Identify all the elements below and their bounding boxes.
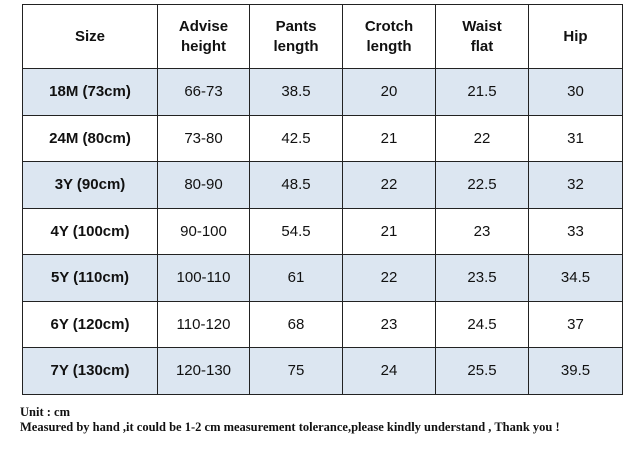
table-cell: 110-120 — [157, 300, 250, 348]
header-cell: Crotch length — [342, 4, 436, 69]
note-line: Unit : cm — [20, 405, 70, 419]
table-cell: 80-90 — [157, 161, 250, 209]
table-cell: 120-130 — [157, 347, 250, 395]
table-cell: 38.5 — [249, 68, 343, 116]
table-cell: 54.5 — [249, 207, 343, 255]
table-row: 18M (73cm) 66-73 38.5 20 21.5 30 — [22, 68, 623, 116]
table-cell: 23 — [435, 207, 529, 255]
header-cell: Pants length — [249, 4, 343, 69]
table-cell: 18M (73cm) — [22, 68, 158, 116]
table-cell: 20 — [342, 68, 436, 116]
table-cell: 24 — [342, 347, 436, 395]
table-cell: 22.5 — [435, 161, 529, 209]
table-row: 6Y (120cm) 110-120 68 23 24.5 37 — [22, 300, 623, 348]
header-cell: Advise height — [157, 4, 250, 69]
header-cell: Hip — [528, 4, 623, 69]
table-cell: 48.5 — [249, 161, 343, 209]
table-cell: 73-80 — [157, 114, 250, 162]
table-cell: 22 — [342, 254, 436, 302]
table-cell: 30 — [528, 68, 623, 116]
table-cell: 66-73 — [157, 68, 250, 116]
table-cell: 39.5 — [528, 347, 623, 395]
table-cell: 33 — [528, 207, 623, 255]
table-cell: 32 — [528, 161, 623, 209]
table-cell: 100-110 — [157, 254, 250, 302]
table-cell: 23.5 — [435, 254, 529, 302]
table-cell: 31 — [528, 114, 623, 162]
table-cell: 24M (80cm) — [22, 114, 158, 162]
table-cell: 61 — [249, 254, 343, 302]
table-cell: 4Y (100cm) — [22, 207, 158, 255]
table-cell: 42.5 — [249, 114, 343, 162]
table-row: 4Y (100cm) 90-100 54.5 21 23 33 — [22, 207, 623, 255]
table-cell: 75 — [249, 347, 343, 395]
table-cell: 6Y (120cm) — [22, 300, 158, 348]
notes: Unit : cm Measured by hand ,it could be 1… — [20, 405, 560, 435]
table-body: 18M (73cm) 66-73 38.5 20 21.5 30 24M (80cm) 73-… — [22, 68, 623, 395]
table-row: 3Y (90cm) 80-90 48.5 22 22.5 32 — [22, 161, 623, 209]
table-row: 24M (80cm) 73-80 42.5 21 22 31 — [22, 114, 623, 162]
table-cell: 21.5 — [435, 68, 529, 116]
size-table: Size Advise height Pants length Crotch leng… — [22, 4, 623, 395]
table-cell: 90-100 — [157, 207, 250, 255]
table-cell: 22 — [342, 161, 436, 209]
table-cell: 24.5 — [435, 300, 529, 348]
table-cell: 5Y (110cm) — [22, 254, 158, 302]
table-cell: 23 — [342, 300, 436, 348]
header-cell: Size — [22, 4, 158, 69]
table-cell: 7Y (130cm) — [22, 347, 158, 395]
table-cell: 22 — [435, 114, 529, 162]
table-cell: 68 — [249, 300, 343, 348]
note-line: Measured by hand ,it could be 1-2 cm mea… — [20, 420, 560, 434]
header-cell: Waist flat — [435, 4, 529, 69]
table-cell: 25.5 — [435, 347, 529, 395]
table-cell: 34.5 — [528, 254, 623, 302]
table-cell: 3Y (90cm) — [22, 161, 158, 209]
table-cell: 21 — [342, 114, 436, 162]
header-row: Size Advise height Pants length Crotch leng… — [22, 4, 623, 69]
table-cell: 37 — [528, 300, 623, 348]
table-row: 7Y (130cm) 120-130 75 24 25.5 39.5 — [22, 347, 623, 395]
table-cell: 21 — [342, 207, 436, 255]
table-row: 5Y (110cm) 100-110 61 22 23.5 34.5 — [22, 254, 623, 302]
